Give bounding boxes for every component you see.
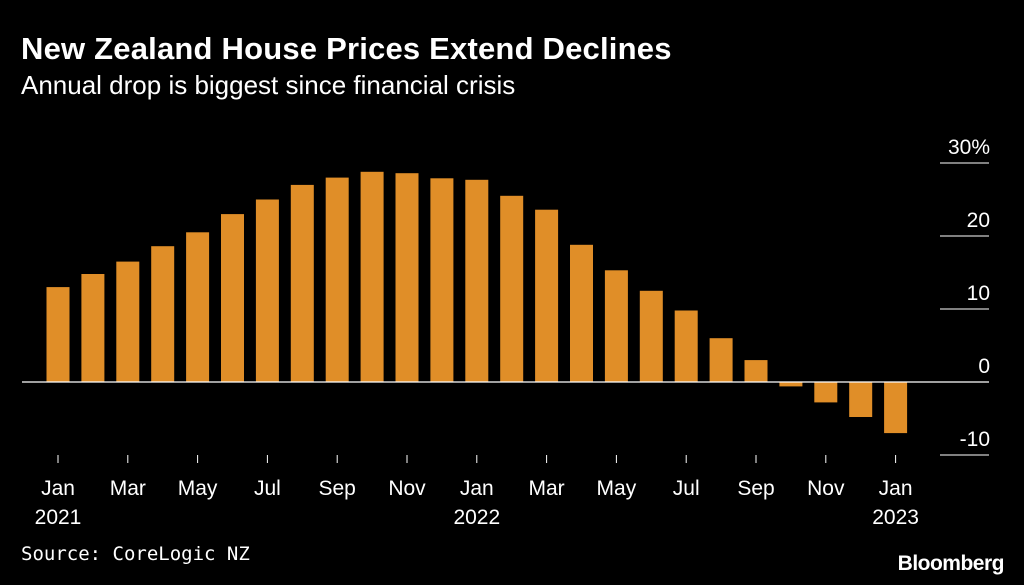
- chart-subtitle: Annual drop is biggest since financial c…: [21, 70, 516, 100]
- x-tick-label: Sep: [737, 477, 774, 500]
- y-tick-label: 30%: [948, 136, 990, 159]
- bar-sep-2021: [325, 177, 349, 382]
- x-tick-label: May: [597, 477, 637, 500]
- x-tick-year-label: 2022: [453, 506, 500, 529]
- y-tick-label: 0: [978, 355, 990, 378]
- x-tick-label: Nov: [807, 477, 845, 500]
- source-note: Source: CoreLogic NZ: [21, 543, 250, 565]
- bar-dec-2021: [430, 178, 454, 382]
- chart-title: New Zealand House Prices Extend Declines: [21, 31, 672, 66]
- bloomberg-logo: Bloomberg: [897, 552, 1005, 575]
- x-tick-label: Jan: [460, 477, 494, 500]
- bar-feb-2021: [81, 274, 105, 382]
- bar-aug-2021: [290, 184, 314, 382]
- bar-nov-2021: [395, 173, 419, 382]
- x-tick-label: Jan: [879, 477, 913, 500]
- bar-sep-2022: [744, 360, 768, 382]
- bar-jul-2021: [255, 199, 279, 382]
- bar-apr-2021: [151, 246, 175, 382]
- bar-oct-2021: [360, 171, 384, 382]
- bar-nov-2022: [814, 382, 838, 403]
- bar-jun-2021: [221, 214, 244, 382]
- bar-apr-2022: [570, 244, 593, 382]
- bar-mar-2021: [116, 261, 140, 382]
- y-tick-label: -10: [960, 428, 990, 451]
- bar-may-2021: [186, 232, 210, 382]
- bar-feb-2022: [500, 195, 524, 382]
- x-tick-label: Mar: [529, 477, 565, 500]
- bar-oct-2022: [779, 382, 803, 387]
- y-axis: 30% 20 10 0 -10: [940, 136, 990, 456]
- x-tick-label: Jan: [41, 477, 75, 500]
- bar-aug-2022: [709, 338, 733, 382]
- x-tick-label: Mar: [110, 477, 146, 500]
- x-tick-label: Jul: [254, 477, 281, 500]
- bar-jan-2021: [46, 287, 70, 382]
- y-tick-label: 20: [967, 209, 990, 232]
- x-axis: Jan 2021 Mar May Jul Sep Nov Jan 2022 Mar May Jul Se…: [35, 455, 919, 529]
- x-tick-label: Nov: [388, 477, 426, 500]
- y-tick-label: 10: [967, 282, 990, 305]
- x-tick-label: May: [178, 477, 218, 500]
- x-tick-year-label: 2021: [35, 506, 82, 529]
- x-tick-year-label: 2023: [872, 506, 919, 529]
- bar-dec-2022: [849, 382, 873, 417]
- x-tick-label: Sep: [319, 477, 356, 500]
- bars-group: [22, 171, 989, 434]
- bar-jul-2022: [674, 310, 698, 382]
- bar-jun-2022: [639, 290, 663, 383]
- x-tick-label: Jul: [673, 477, 700, 500]
- bar-mar-2022: [535, 209, 559, 382]
- bar-jan-2022: [465, 179, 489, 382]
- bar-may-2022: [604, 270, 628, 382]
- bar-jan-2023: [884, 382, 908, 434]
